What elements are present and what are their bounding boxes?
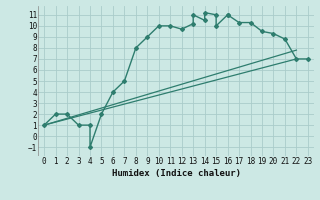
- X-axis label: Humidex (Indice chaleur): Humidex (Indice chaleur): [111, 169, 241, 178]
